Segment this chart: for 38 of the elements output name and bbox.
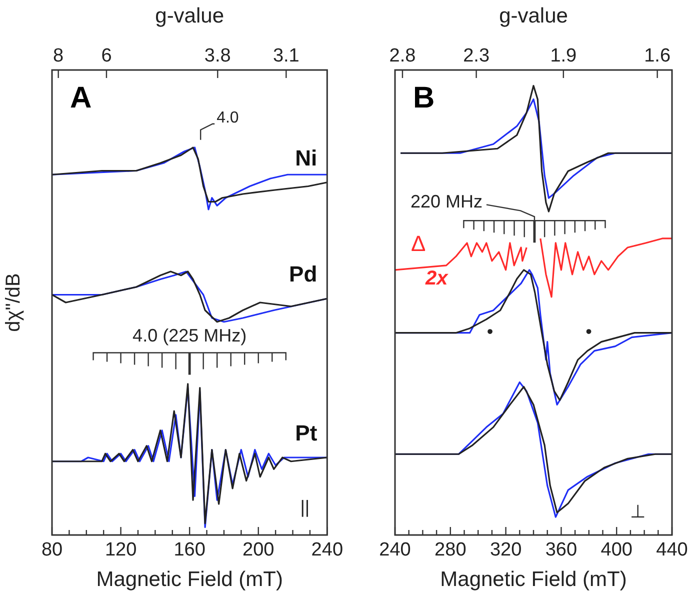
annotation: || (300, 497, 310, 517)
text: 6 (101, 46, 112, 67)
x-axis-title: Magnetic Field (mT) (96, 568, 283, 592)
x-tick-label: 360 (545, 540, 578, 561)
x-tick-label: 320 (490, 540, 522, 561)
annotation: 220 MHz (410, 192, 482, 212)
annotation: ⊥ (630, 502, 646, 522)
x-tick-label: 160 (174, 540, 206, 561)
x-tick-label: 200 (242, 540, 274, 561)
x2-axis-title: g-value (155, 4, 224, 28)
annotation: 2x (424, 267, 449, 290)
series-label: Δ (411, 230, 426, 256)
text: 2.8 (389, 46, 416, 67)
text: 4.0 (216, 109, 239, 126)
series-label: Pt (295, 420, 318, 446)
chart-title: A (70, 81, 92, 114)
x-axis-title: Magnetic Field (mT) (440, 568, 627, 592)
annotation: 4.0 (225 MHz) (132, 326, 247, 346)
text: 8 (53, 46, 64, 67)
x-tick-label: 280 (434, 540, 466, 561)
y-axis-title: dχ"/dB (2, 273, 25, 332)
series-label: Ni (295, 145, 318, 170)
chart-title: B (413, 81, 435, 114)
x-tick-label: 400 (600, 540, 632, 561)
annotation: • (586, 322, 592, 342)
text: 1.9 (550, 46, 577, 67)
x2-axis-title: g-value (499, 4, 568, 28)
x-tick-label: 240 (311, 540, 343, 561)
x-tick-label: 80 (41, 540, 63, 561)
text: 3.1 (272, 46, 300, 67)
text: 1.6 (644, 46, 671, 67)
x-tick-label: 120 (104, 540, 137, 561)
x-tick-label: 440 (656, 540, 688, 561)
series-label: Pd (289, 262, 318, 287)
text: 2.3 (463, 46, 490, 67)
x-tick-label: 240 (379, 540, 411, 561)
annotation: • (486, 322, 494, 342)
text: 3.8 (204, 46, 231, 67)
